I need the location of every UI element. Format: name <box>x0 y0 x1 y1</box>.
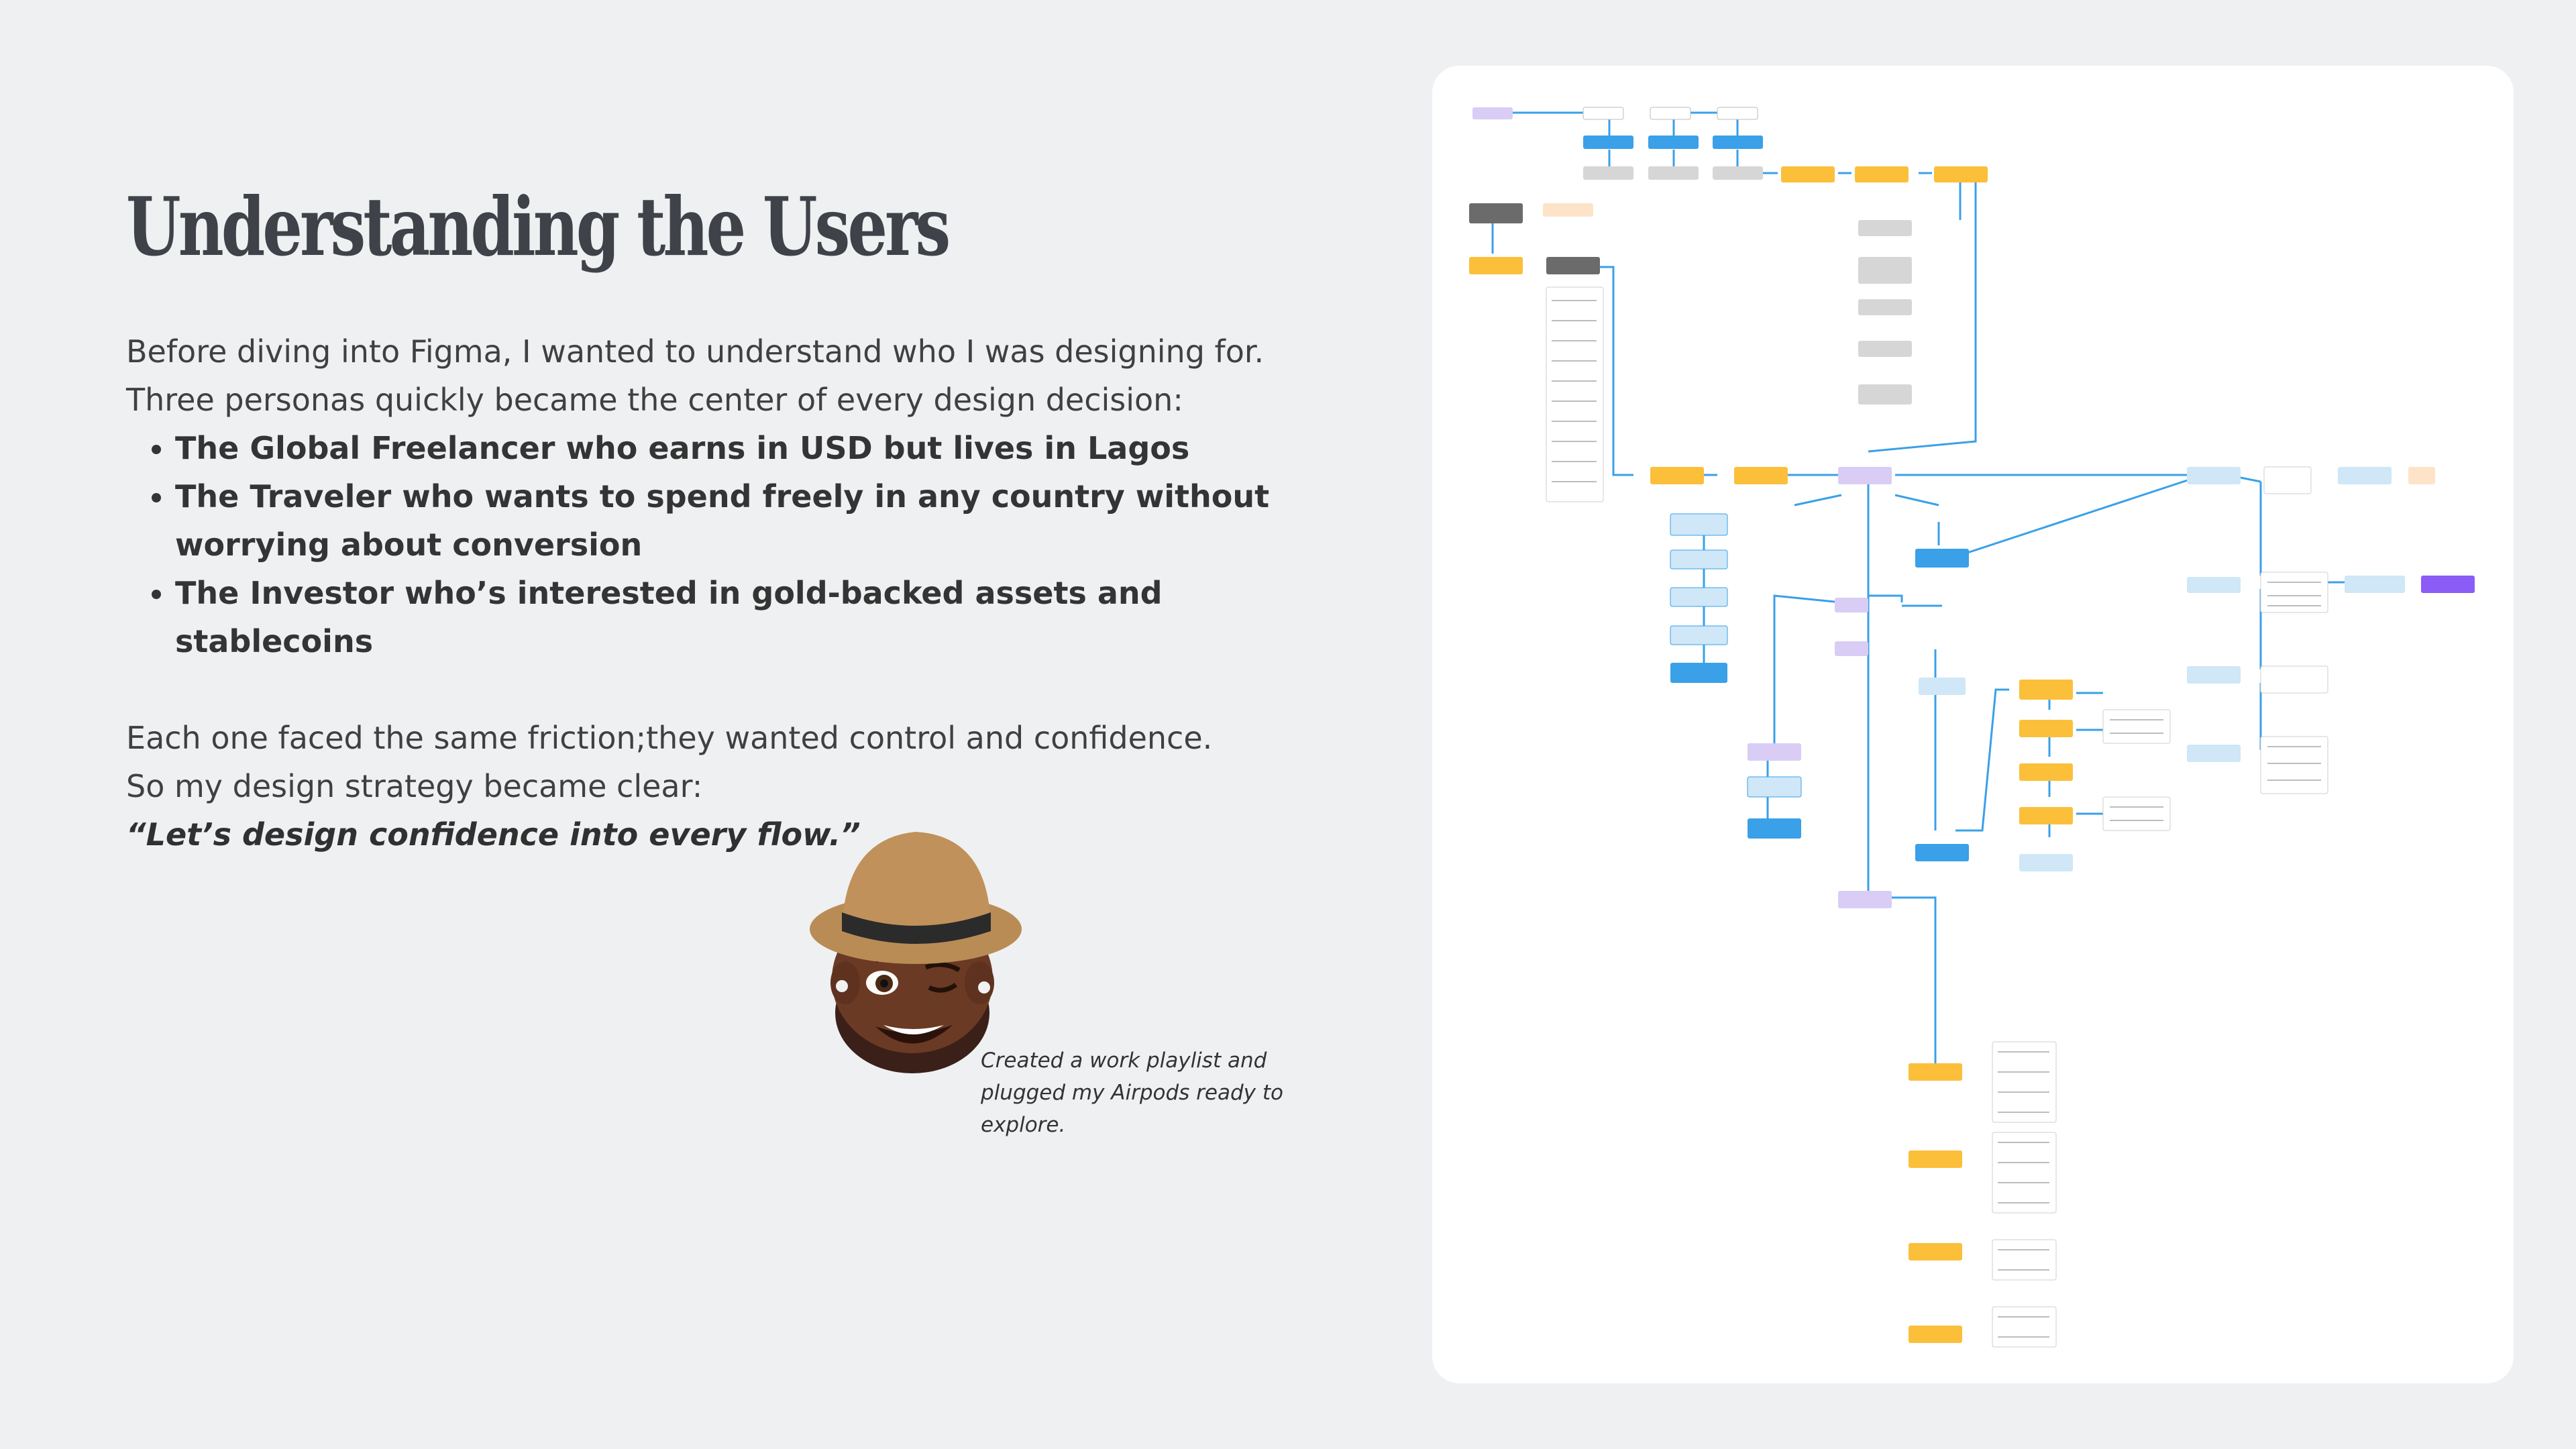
persona-list: The Global Freelancer who earns in USD b… <box>126 424 1327 665</box>
closing-line-2: So my design strategy became clear: <box>126 768 703 804</box>
intro-line-1: Before diving into Figma, I wanted to un… <box>126 333 1265 370</box>
design-quote: “Let’s design confidence into every flow… <box>126 816 861 853</box>
user-flow-card <box>1432 66 2514 1383</box>
intro-line-2: Three personas quickly became the center… <box>126 382 1183 418</box>
list-lines <box>1552 300 2321 1338</box>
page-title: Understanding the Users <box>126 180 951 274</box>
persona-freelancer: The Global Freelancer who earns in USD b… <box>175 424 1327 472</box>
memoji-avatar <box>810 832 1022 1073</box>
body-copy: Before diving into Figma, I wanted to un… <box>126 327 1327 859</box>
persona-traveler: The Traveler who wants to spend freely i… <box>175 472 1327 569</box>
persona-investor: The Investor who’s interested in gold-ba… <box>175 569 1327 665</box>
avatar-caption: Created a work playlist and plugged my A… <box>981 1049 1283 1137</box>
user-flow-diagram <box>1469 107 2475 1348</box>
closing-line-1: Each one faced the same friction;they wa… <box>126 720 1213 756</box>
flow-nodes <box>1469 107 2475 1348</box>
